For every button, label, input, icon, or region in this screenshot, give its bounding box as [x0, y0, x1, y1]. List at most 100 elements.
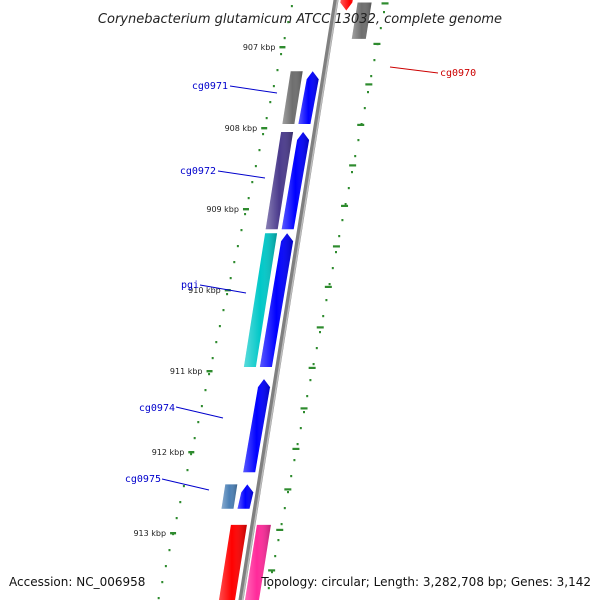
label-layer: cg0970 cg0971 cg0972 pgi cg0974 cg0975 [125, 66, 476, 491]
minor-tick-left [236, 245, 239, 248]
minor-tick-left [161, 581, 164, 584]
kbp-label: 911 kbp [170, 367, 203, 376]
gene-leader-line [161, 478, 210, 491]
kbp-label: 910 kbp [188, 286, 221, 295]
accession-text: Accession: NC_006958 [9, 575, 145, 589]
backbone-line [238, 0, 339, 600]
major-tick-right [300, 407, 308, 410]
minor-tick-left [193, 437, 196, 440]
gene-leader-line [389, 66, 439, 74]
minor-tick-right [367, 91, 369, 94]
gene-feature-shade [243, 379, 270, 473]
minor-tick-left [251, 181, 254, 184]
minor-tick-left [258, 149, 261, 152]
minor-tick-right [379, 27, 382, 30]
major-tick-right [341, 204, 349, 207]
gene-feature-shade [265, 132, 294, 230]
minor-tick-right [383, 11, 385, 14]
minor-tick-right [354, 155, 357, 158]
kbp-major-tick [188, 451, 195, 454]
gene-label[interactable]: cg0970 [440, 68, 476, 79]
minor-tick-right [315, 347, 318, 350]
minor-tick-left [200, 405, 203, 408]
gene-feature-shade [221, 484, 238, 509]
major-tick-right [357, 123, 365, 126]
gene-feature-shade [237, 484, 254, 509]
major-tick-right [373, 42, 381, 45]
minor-tick-left [157, 597, 160, 600]
minor-tick-right [309, 379, 312, 382]
minor-tick-left [290, 5, 293, 8]
tick-layer: 907 kbp 908 kbp 909 kbp 910 kbp 911 kbp 912 k… [133, 2, 389, 600]
minor-tick-right [303, 411, 305, 414]
minor-tick-right [287, 491, 289, 494]
gene-leader-line [175, 406, 224, 419]
minor-tick-left [283, 37, 286, 40]
gene-feature-shade [340, 0, 353, 11]
major-tick-right [316, 326, 324, 329]
gene-label[interactable]: cg0975 [125, 474, 161, 485]
gene-layer [219, 0, 372, 600]
major-tick-right [365, 83, 373, 86]
gene-label[interactable]: cg0971 [192, 81, 228, 92]
minor-tick-left [233, 261, 236, 264]
minor-tick-left [215, 341, 218, 344]
kbp-label: 912 kbp [152, 448, 185, 457]
minor-tick-right [293, 459, 296, 462]
minor-tick-right [373, 59, 376, 62]
minor-tick-left [197, 421, 200, 424]
minor-tick-left [208, 373, 211, 376]
gene-label[interactable]: pgi [181, 280, 199, 291]
minor-tick-left [204, 389, 207, 392]
minor-tick-right [283, 507, 286, 510]
minor-tick-right [312, 363, 315, 366]
gene-leader-line [217, 170, 266, 179]
minor-tick-right [341, 219, 344, 222]
gene-label[interactable]: cg0974 [139, 403, 175, 414]
major-tick-right [324, 285, 332, 288]
minor-tick-left [211, 357, 214, 360]
gene-label[interactable]: cg0972 [180, 166, 216, 177]
minor-tick-right [271, 571, 273, 574]
backbone-highlight [241, 0, 339, 600]
gene-feature-shade [282, 71, 303, 124]
minor-tick-left [280, 53, 283, 56]
genome-title: Corynebacterium glutamicum ATCC 13032, c… [98, 12, 502, 27]
minor-tick-left [254, 165, 257, 168]
minor-tick-right [306, 395, 309, 398]
minor-tick-left [287, 21, 290, 24]
minor-tick-left [226, 293, 229, 296]
kbp-major-tick [261, 127, 268, 130]
minor-tick-left [240, 229, 243, 232]
gene-leader-line [199, 284, 247, 294]
gene-leader-line [229, 85, 278, 94]
kbp-label: 913 kbp [133, 529, 166, 538]
minor-tick-left [262, 133, 265, 136]
minor-tick-right [363, 107, 366, 110]
gene-feature-shade [243, 233, 278, 367]
kbp-major-tick [242, 208, 249, 211]
minor-tick-right [331, 267, 334, 270]
minor-tick-left [247, 197, 250, 200]
minor-tick-left [269, 101, 272, 104]
minor-tick-right [319, 331, 321, 334]
minor-tick-left [164, 565, 167, 568]
major-tick-right [349, 164, 357, 167]
major-tick-right [276, 528, 284, 531]
gene-feature-shade [351, 2, 372, 39]
minor-tick-right [344, 203, 347, 206]
minor-tick-right [328, 283, 331, 286]
minor-tick-left [244, 213, 247, 216]
minor-tick-right [335, 251, 337, 254]
gene-feature-shade [259, 233, 294, 367]
minor-tick-right [338, 235, 341, 238]
major-tick-right [284, 488, 292, 491]
minor-tick-right [347, 187, 350, 190]
minor-tick-left [229, 277, 232, 280]
major-tick-right [332, 245, 340, 248]
gene-feature-shade [281, 132, 310, 230]
minor-tick-left [182, 485, 185, 488]
minor-tick-left [186, 469, 189, 472]
